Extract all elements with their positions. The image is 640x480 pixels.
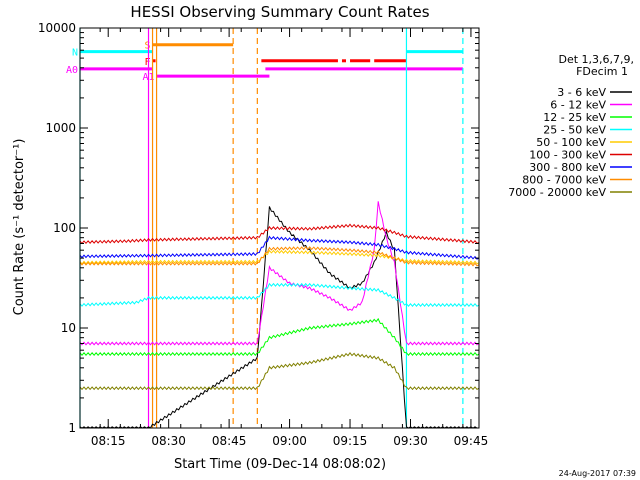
legend-entry-label: 25 - 50 keV	[543, 124, 606, 137]
flag-bar-label: S	[145, 41, 151, 52]
y-tick-label: 1	[68, 421, 76, 435]
x-tick-label: 08:30	[151, 434, 186, 448]
series-line	[79, 235, 480, 260]
x-axis-label: Start Time (09-Dec-14 08:08:02)	[174, 457, 386, 472]
legend-entry-label: 3 - 6 keV	[557, 86, 606, 99]
vertical-markers	[79, 28, 464, 428]
series-lines	[79, 201, 480, 429]
series-line	[79, 246, 480, 267]
x-tick-label: 09:15	[333, 434, 368, 448]
series-line	[79, 201, 480, 346]
y-axis-label: Count Rate (s⁻¹ detector⁻¹)	[12, 139, 27, 316]
legend-entry-label: 12 - 25 keV	[543, 111, 606, 124]
axes: 1 10 100 1000 10000 08:15 08:30 08:45 09:00 09:15…	[38, 21, 488, 448]
series-line	[79, 223, 480, 245]
series-line	[79, 351, 480, 391]
x-tick-label: 09:30	[393, 434, 428, 448]
legend-entry-label: 50 - 100 keV	[536, 136, 606, 149]
y-tick-label: 10000	[38, 21, 76, 35]
x-tick-label: 08:45	[212, 434, 247, 448]
flag-bar-label: A0	[66, 65, 78, 76]
footer-timestamp: 24-Aug-2017 07:39	[559, 469, 636, 478]
chart-title: HESSI Observing Summary Count Rates	[130, 3, 429, 21]
flag-bar-label: F	[145, 57, 151, 68]
legend-header-line-2: FDecim 1	[576, 65, 628, 78]
series-line	[79, 282, 480, 307]
legend-entry-label: 6 - 12 keV	[550, 99, 606, 112]
legend-header-line-1: Det 1,3,6,7,9,	[558, 53, 634, 66]
legend-entry-label: 100 - 300 keV	[529, 149, 606, 162]
y-tick-label: 1000	[45, 121, 76, 135]
legend-entry-label: 300 - 800 keV	[529, 161, 606, 174]
series-line	[79, 317, 480, 356]
y-tick-label: 100	[53, 221, 76, 235]
series-line	[79, 249, 480, 265]
x-tick-label: 09:45	[454, 434, 489, 448]
flag-bar-label: N	[72, 48, 78, 59]
legend-entry-label: 7000 - 20000 keV	[508, 186, 606, 199]
x-tick-label: 08:15	[91, 434, 126, 448]
legend-entry-label: 800 - 7000 keV	[522, 174, 606, 187]
y-tick-label: 10	[61, 321, 76, 335]
x-tick-label: 09:00	[272, 434, 307, 448]
